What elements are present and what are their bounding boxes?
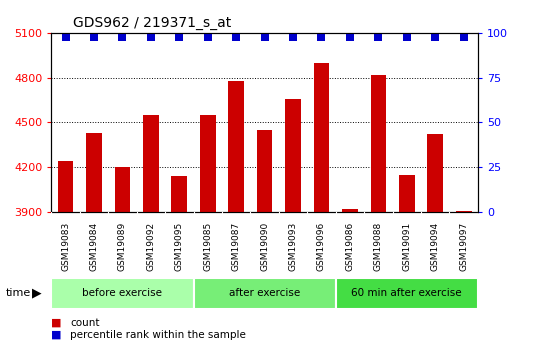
Text: GSM19090: GSM19090 xyxy=(260,222,269,271)
Bar xyxy=(193,278,336,309)
Text: before exercise: before exercise xyxy=(83,288,163,298)
Point xyxy=(317,34,326,40)
Text: percentile rank within the sample: percentile rank within the sample xyxy=(70,330,246,339)
Bar xyxy=(456,211,471,212)
Text: 60 min after exercise: 60 min after exercise xyxy=(352,288,462,298)
Text: GSM19085: GSM19085 xyxy=(203,222,212,271)
Text: GSM19093: GSM19093 xyxy=(288,222,298,271)
Text: GSM19089: GSM19089 xyxy=(118,222,127,271)
Point xyxy=(146,34,155,40)
Text: GSM19087: GSM19087 xyxy=(232,222,241,271)
Text: GSM19092: GSM19092 xyxy=(146,222,156,271)
Text: GDS962 / 219371_s_at: GDS962 / 219371_s_at xyxy=(72,16,231,30)
Text: GSM19088: GSM19088 xyxy=(374,222,383,271)
Text: GSM19095: GSM19095 xyxy=(175,222,184,271)
Bar xyxy=(399,175,415,212)
Point xyxy=(402,34,411,40)
Point xyxy=(232,34,240,40)
Text: count: count xyxy=(70,318,100,327)
Point xyxy=(460,34,468,40)
Text: GSM19083: GSM19083 xyxy=(61,222,70,271)
Text: ■: ■ xyxy=(51,318,62,327)
Bar xyxy=(172,176,187,212)
Text: ■: ■ xyxy=(51,330,62,339)
Bar xyxy=(228,81,244,212)
Bar xyxy=(370,75,386,212)
Bar xyxy=(257,130,272,212)
Point xyxy=(204,34,212,40)
Bar xyxy=(51,278,193,309)
Bar xyxy=(58,161,73,212)
Bar xyxy=(342,209,357,212)
Point xyxy=(289,34,298,40)
Point xyxy=(175,34,184,40)
Point xyxy=(90,34,98,40)
Text: GSM19091: GSM19091 xyxy=(402,222,411,271)
Text: GSM19094: GSM19094 xyxy=(431,222,440,271)
Text: GSM19097: GSM19097 xyxy=(459,222,468,271)
Text: ▶: ▶ xyxy=(32,287,42,300)
Point xyxy=(346,34,354,40)
Bar xyxy=(285,99,301,212)
Bar xyxy=(428,135,443,212)
Bar xyxy=(336,278,478,309)
Point xyxy=(374,34,383,40)
Text: GSM19096: GSM19096 xyxy=(317,222,326,271)
Bar xyxy=(86,133,102,212)
Text: GSM19084: GSM19084 xyxy=(90,222,98,271)
Bar xyxy=(143,115,159,212)
Bar xyxy=(200,115,215,212)
Point xyxy=(118,34,127,40)
Text: GSM19086: GSM19086 xyxy=(346,222,354,271)
Bar xyxy=(114,167,130,212)
Text: after exercise: after exercise xyxy=(229,288,300,298)
Point xyxy=(431,34,440,40)
Point xyxy=(61,34,70,40)
Text: time: time xyxy=(5,288,31,298)
Point xyxy=(260,34,269,40)
Bar xyxy=(314,63,329,212)
